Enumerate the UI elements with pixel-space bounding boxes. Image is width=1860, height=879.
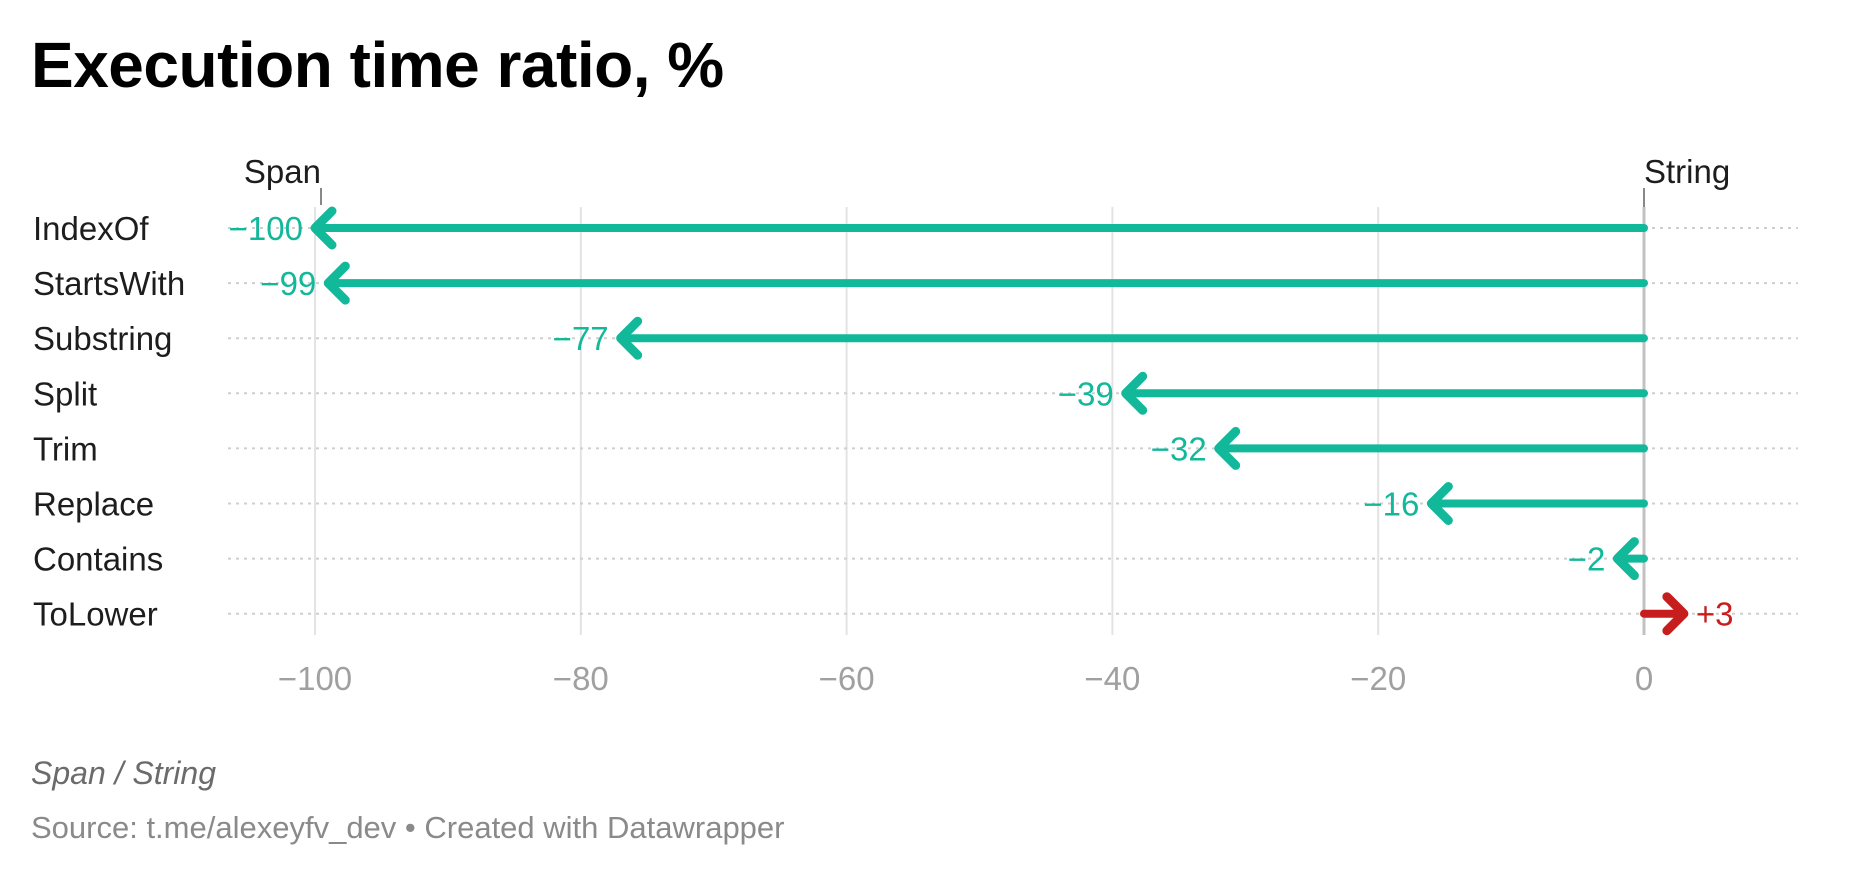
string-label: String	[1644, 153, 1730, 190]
row-label: Substring	[33, 320, 172, 357]
gridlines	[314, 207, 1646, 635]
arrow-left-icon	[1426, 482, 1453, 525]
arrow-left-icon	[1121, 371, 1148, 415]
value-label: −77	[553, 320, 609, 357]
arrow-left-icon	[1612, 537, 1639, 581]
row-label: ToLower	[33, 596, 158, 633]
x-tick-label: −80	[553, 660, 609, 697]
arrow-right-icon	[1662, 592, 1689, 636]
value-label: −100	[229, 210, 303, 247]
chart-title: Execution time ratio, %	[31, 29, 724, 101]
row-label: Split	[33, 375, 97, 412]
source-line: Source: t.me/alexeyfv_dev • Created with…	[31, 810, 785, 845]
value-label: −99	[260, 265, 316, 302]
chart-notes: Span / String	[31, 755, 216, 791]
arrow-left-icon	[616, 316, 643, 360]
value-label: −16	[1363, 486, 1419, 523]
row-labels: IndexOf StartsWith Substring Split Trim Repla…	[33, 210, 185, 633]
row-label: IndexOf	[33, 210, 149, 247]
x-axis: −100 −80 −60 −40 −20 0	[278, 660, 1653, 697]
x-tick-label: −100	[278, 660, 352, 697]
row-label: StartsWith	[33, 265, 185, 302]
x-tick-label: −40	[1084, 660, 1140, 697]
arrow-left-icon	[310, 206, 337, 250]
x-tick-label: −20	[1350, 660, 1406, 697]
row-label: Trim	[33, 430, 98, 467]
span-label: Span	[244, 153, 321, 190]
arrows: −100 −99 −77 −39 −32 −16 −2 +3	[229, 206, 1734, 636]
value-label: −32	[1151, 430, 1207, 467]
row-label: Contains	[33, 541, 163, 578]
arrow-left-icon	[323, 261, 350, 305]
arrow-left-icon	[1214, 426, 1241, 470]
value-label: −39	[1058, 375, 1114, 412]
x-tick-label: 0	[1635, 660, 1653, 697]
value-label: −2	[1568, 541, 1606, 578]
value-label: +3	[1696, 596, 1734, 633]
endpoint-labels: Span String	[244, 153, 1730, 207]
x-tick-label: −60	[819, 660, 875, 697]
row-label: Replace	[33, 486, 154, 523]
